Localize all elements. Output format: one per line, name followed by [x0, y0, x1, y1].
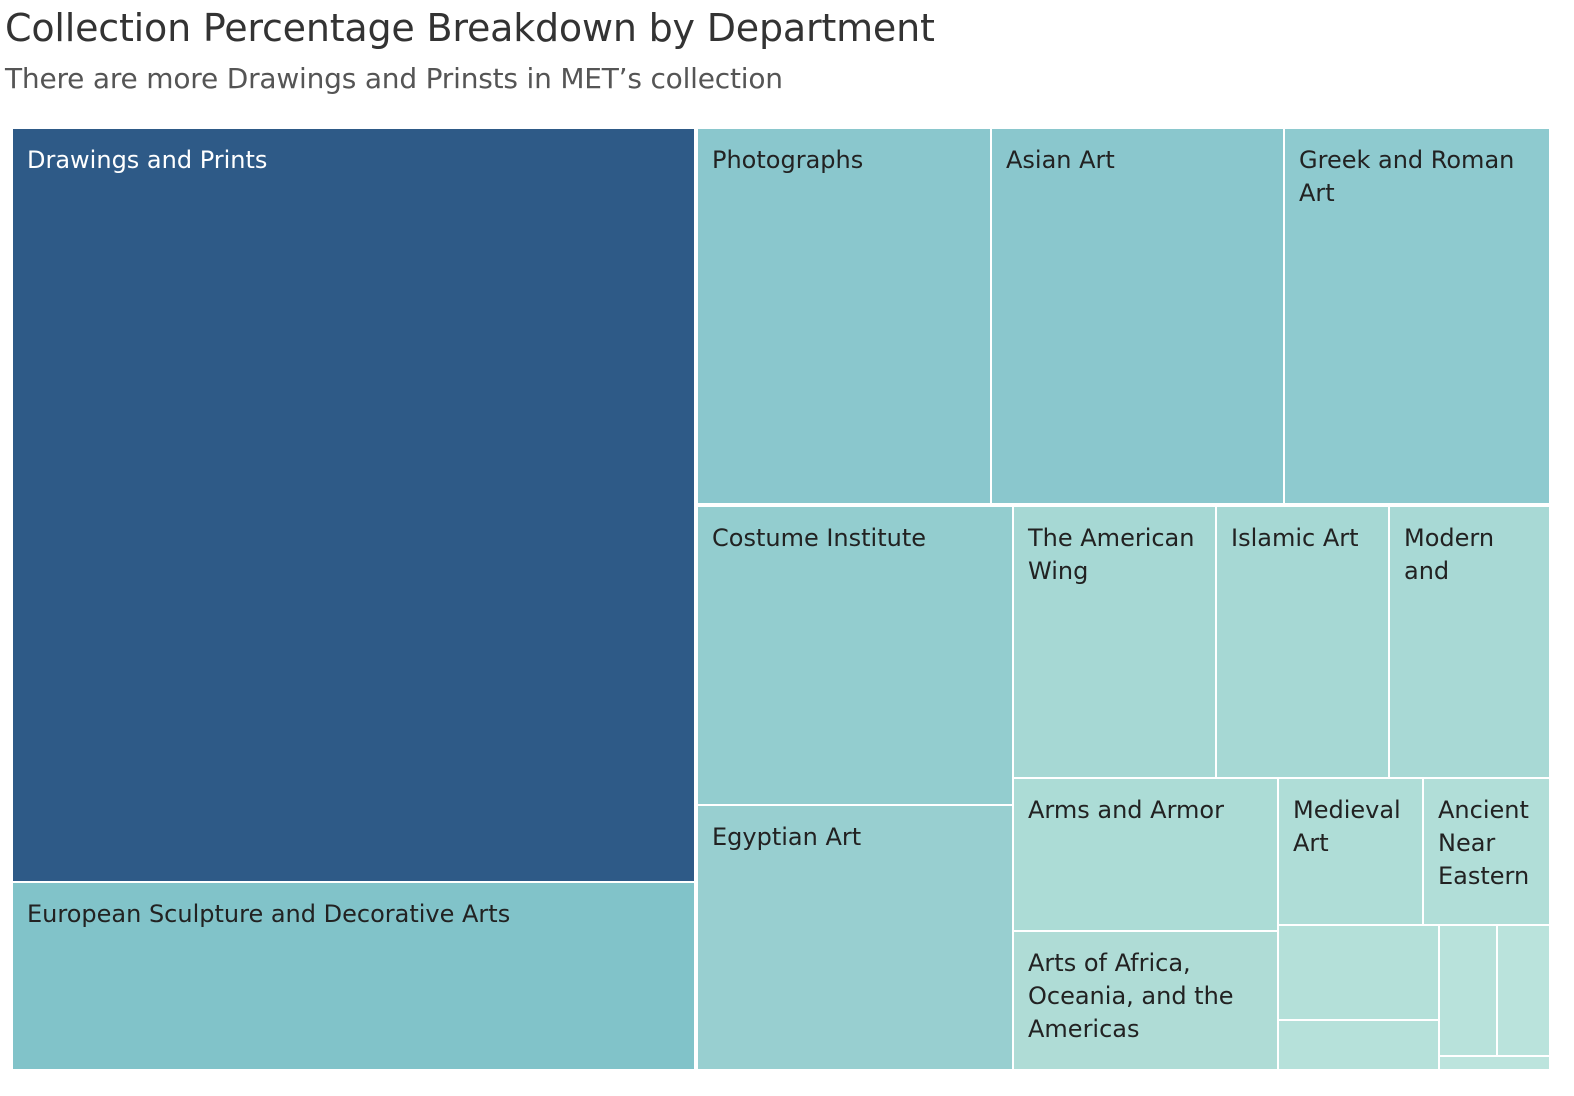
treemap-label: Greek and Roman	[1299, 146, 1514, 174]
treemap-cell-medieval-art: Medieval Art	[1277, 777, 1424, 926]
treemap-cell-unlabeled-17	[1496, 924, 1551, 1057]
treemap-cell-costume-institute: Costume Institute	[696, 505, 1014, 806]
treemap-rect	[1012, 505, 1217, 779]
treemap-cell-drawings-and-prints: Drawings and Prints	[11, 127, 696, 883]
chart-subtitle: There are more Drawings and Prinsts in M…	[5, 62, 783, 95]
treemap-label: Ancient	[1438, 796, 1529, 824]
treemap-cell-egyptian-art: Egyptian Art	[696, 804, 1014, 1071]
chart-title: Collection Percentage Breakdown by Depar…	[5, 6, 935, 50]
treemap-label: Arms and Armor	[1028, 796, 1224, 824]
treemap-label: Oceania, and the	[1028, 982, 1234, 1010]
treemap-rect	[1215, 505, 1390, 779]
treemap-cell-islamic-art: Islamic Art	[1215, 505, 1390, 779]
treemap-rect	[696, 127, 992, 505]
treemap-label: Near	[1438, 829, 1495, 857]
treemap-rect	[1438, 1055, 1551, 1071]
treemap-rect	[696, 804, 1014, 1071]
treemap-cell-greek-and-roman-art: Greek and Roman Art	[1283, 127, 1551, 505]
treemap-label: Islamic Art	[1231, 524, 1359, 552]
treemap-label: Costume Institute	[712, 524, 926, 552]
treemap-cell-ancient-near-eastern: Ancient Near Eastern	[1422, 777, 1551, 926]
treemap-rect	[1438, 924, 1498, 1057]
treemap-cell-european-sculpture-and-decorative-arts: European Sculpture and Decorative Arts	[11, 881, 696, 1071]
treemap-label: Arts of Africa,	[1028, 949, 1191, 977]
treemap-rect	[1496, 924, 1551, 1057]
treemap-label: Americas	[1028, 1015, 1140, 1043]
treemap-label: European Sculpture and Decorative Arts	[27, 900, 510, 928]
treemap-rect	[1422, 777, 1551, 926]
treemap-rect	[1012, 777, 1279, 932]
treemap-label: Medieval	[1293, 796, 1401, 824]
treemap-label: The American	[1027, 524, 1194, 552]
treemap-label: and	[1404, 557, 1449, 585]
treemap-label: Egyptian Art	[712, 823, 861, 851]
treemap-cell-the-american-wing: The American Wing	[1012, 505, 1217, 779]
treemap-rect	[11, 881, 696, 1071]
treemap-cell-arms-and-armor: Arms and Armor	[1012, 777, 1279, 932]
treemap-cell-modern-and: Modern and	[1388, 505, 1551, 779]
treemap-cell-photographs: Photographs	[696, 127, 992, 505]
treemap-label: Drawings and Prints	[27, 146, 267, 174]
treemap-rect	[696, 505, 1014, 806]
treemap-rect	[1277, 924, 1440, 1021]
treemap-label: Art	[1299, 179, 1335, 207]
treemap-cell-unlabeled-15	[1277, 1019, 1440, 1071]
treemap-rect	[990, 127, 1285, 505]
treemap-label: Photographs	[712, 146, 863, 174]
treemap-label: Eastern	[1438, 862, 1529, 890]
treemap-rect	[1283, 127, 1551, 505]
treemap-rect	[11, 127, 696, 883]
treemap-rect	[1277, 1019, 1440, 1071]
treemap-label: Asian Art	[1006, 146, 1115, 174]
treemap-cell-unlabeled-18	[1438, 1055, 1551, 1071]
treemap-label: Wing	[1028, 557, 1088, 585]
treemap-label: Modern	[1404, 524, 1494, 552]
treemap-cell-unlabeled-16	[1438, 924, 1498, 1057]
treemap-cell-arts-of-africa-oceania-and-the-americas: Arts of Africa, Oceania, and the Americas	[1012, 930, 1279, 1071]
treemap-label: Art	[1293, 829, 1329, 857]
treemap-cell-asian-art: Asian Art	[990, 127, 1285, 505]
treemap-cell-unlabeled-14	[1277, 924, 1440, 1021]
